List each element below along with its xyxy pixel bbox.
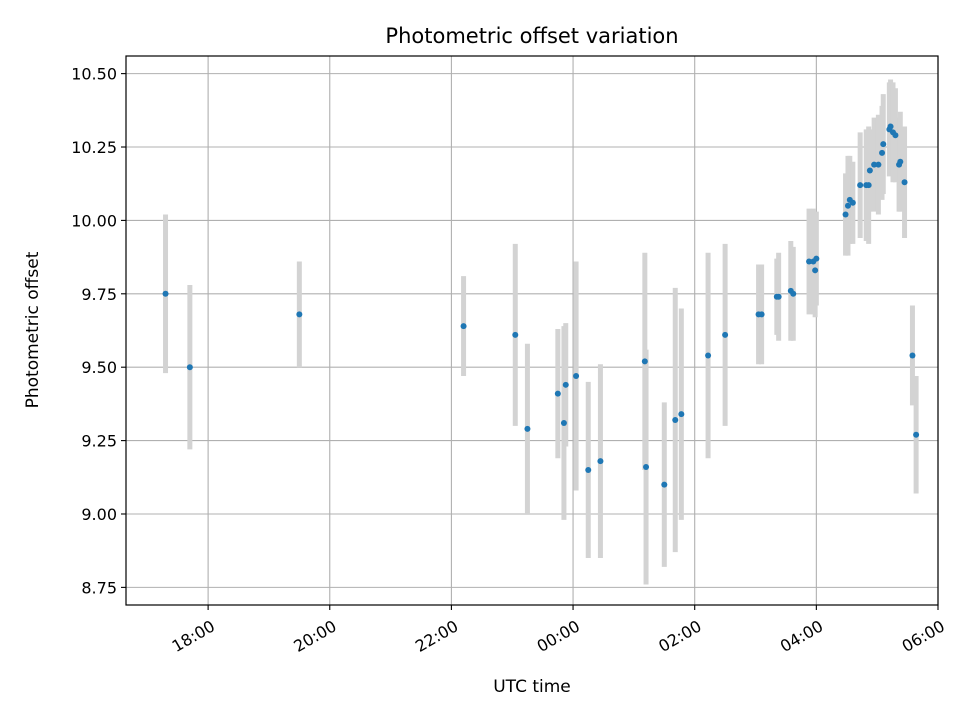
data-point: [842, 211, 849, 218]
data-point: [857, 182, 864, 189]
data-point: [641, 358, 648, 365]
data-point: [678, 411, 685, 418]
data-point: [554, 390, 561, 397]
data-point: [560, 419, 567, 426]
data-point: [296, 311, 303, 318]
y-tick-label: 9.50: [81, 358, 117, 377]
data-point: [672, 417, 679, 424]
data-points: [162, 123, 920, 488]
data-point: [460, 323, 467, 330]
plot-frame: [125, 55, 939, 606]
data-point: [573, 373, 580, 380]
y-tick-label: 8.75: [81, 578, 117, 597]
data-point: [844, 202, 851, 209]
data-point: [597, 458, 604, 465]
y-tick-label: 10.25: [71, 138, 117, 157]
data-point: [875, 161, 882, 168]
data-point: [892, 132, 899, 139]
data-point: [186, 364, 193, 371]
data-point: [879, 149, 886, 156]
y-axis-label: Photometric offset: [23, 251, 43, 408]
chart-title: Photometric offset variation: [385, 24, 678, 48]
y-axis: 8.75 9.00 9.25 9.50 9.75 10.00 10.25 10.50: [71, 65, 126, 597]
data-point: [897, 158, 904, 165]
data-point: [887, 123, 894, 130]
data-point: [806, 258, 813, 265]
data-point: [901, 179, 908, 186]
data-point: [790, 290, 797, 297]
data-point: [913, 431, 920, 438]
data-point: [162, 290, 169, 297]
data-point: [705, 352, 712, 359]
data-point: [661, 481, 668, 488]
data-point: [562, 381, 569, 388]
y-tick-label: 10.50: [71, 65, 117, 84]
data-point: [880, 141, 887, 148]
data-point: [866, 167, 873, 174]
data-point: [813, 255, 820, 262]
data-point: [524, 425, 531, 432]
data-point: [758, 311, 765, 318]
data-point: [643, 464, 650, 471]
data-point: [871, 161, 878, 168]
data-point: [849, 199, 856, 206]
data-point: [512, 331, 519, 338]
y-tick-label: 9.75: [81, 285, 117, 304]
data-point: [812, 267, 819, 274]
data-point: [909, 352, 916, 359]
x-axis-label: UTC time: [493, 677, 571, 697]
data-point: [775, 293, 782, 300]
data-point: [722, 331, 729, 338]
y-tick-label: 9.25: [81, 432, 117, 451]
data-point: [585, 466, 592, 473]
y-tick-label: 10.00: [71, 211, 117, 230]
data-point: [865, 182, 872, 189]
y-tick-label: 9.00: [81, 505, 117, 524]
